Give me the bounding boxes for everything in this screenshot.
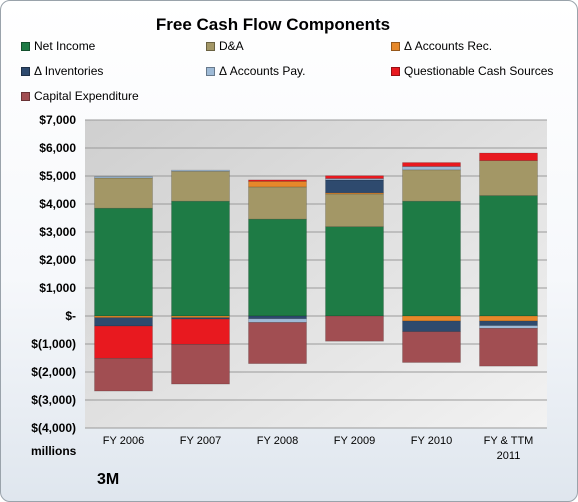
legend-swatch [391, 42, 400, 51]
bar-segment-net-income [171, 200, 230, 317]
bar-segment-accounts-rec [402, 315, 461, 322]
y-tick-label: $6,000 [39, 141, 76, 155]
y-tick-label: $(3,000) [31, 393, 76, 407]
legend-label: Net Income [34, 39, 96, 53]
bar-segment-d-a [479, 160, 538, 196]
bar-segment-questionable-cash-sources [402, 162, 461, 167]
legend-item-questionable-cash-sources: Questionable Cash Sources [391, 64, 553, 78]
bar-segment-d-a [94, 177, 153, 209]
y-tick-label: $5,000 [39, 169, 76, 183]
x-tick-label: FY 2007 [180, 435, 221, 447]
bar-segment-accounts-pay [479, 325, 538, 329]
legend-label: Capital Expenditure [34, 89, 139, 103]
legend-label: D&A [219, 39, 244, 53]
chart-title: Free Cash Flow Components [155, 15, 391, 34]
bar-segment-net-income [94, 207, 153, 317]
x-tick-label: FY 2010 [411, 435, 452, 447]
bar-segment-capital-expenditure [325, 315, 384, 342]
bar-segment-d-a [325, 193, 384, 227]
legend-swatch [21, 92, 30, 101]
y-axis-units-label: millions [31, 444, 77, 458]
bar-segment-questionable-cash-sources [325, 175, 384, 179]
bar-segment-net-income [479, 195, 538, 317]
bar-segment-d-a [171, 170, 230, 202]
x-tick-label: FY & TTM [484, 435, 534, 447]
bar-segment-net-income [248, 218, 307, 317]
bar-segment-accounts-pay [248, 318, 307, 323]
bar-segment-questionable-cash-sources [479, 152, 538, 161]
bar-segment-capital-expenditure [94, 357, 153, 392]
legend-label: Δ Accounts Rec. [404, 39, 493, 53]
bar-segment-capital-expenditure [171, 343, 230, 385]
y-tick-label: $1,000 [39, 281, 76, 295]
bar-segment-accounts-pay [402, 166, 461, 171]
bar-segment-capital-expenditure [479, 328, 538, 367]
bar-segment-capital-expenditure [248, 322, 307, 364]
legend-item-net-income: Net Income [21, 39, 95, 53]
y-tick-label: $(2,000) [31, 365, 76, 379]
plot-area [85, 120, 547, 428]
y-tick-label: $- [65, 309, 76, 323]
bar-segment-inventories [325, 179, 384, 194]
bar-segment-net-income [402, 200, 461, 317]
x-tick-label: FY 2009 [334, 435, 375, 447]
y-tick-label: $4,000 [39, 197, 76, 211]
bar-segment-accounts-rec [479, 315, 538, 322]
bar-segment-inventories [402, 320, 461, 332]
x-tick-label: FY 2008 [257, 435, 298, 447]
bar-segment-accounts-rec [248, 181, 307, 188]
y-tick-label: $(4,000) [31, 421, 76, 435]
legend-label: Questionable Cash Sources [404, 64, 554, 78]
legend-item-capital-expenditure: Capital Expenditure [21, 89, 139, 103]
legend-label: Δ Inventories [34, 64, 104, 78]
legend-swatch [206, 67, 215, 76]
x-tick-label-line2: 2011 [497, 450, 521, 462]
legend-label: Δ Accounts Pay. [219, 64, 306, 78]
bar-segment-inventories [94, 317, 153, 327]
bar-segment-questionable-cash-sources [171, 318, 230, 345]
legend-item-accounts-pay: Δ Accounts Pay. [206, 64, 306, 78]
y-tick-label: $7,000 [39, 113, 76, 127]
company-label: 3M [97, 471, 120, 488]
legend-item-inventories: Δ Inventories [21, 64, 103, 78]
bar-segment-capital-expenditure [402, 331, 461, 363]
y-tick-label: $3,000 [39, 225, 76, 239]
bar-segment-net-income [325, 226, 384, 317]
y-tick-label: $2,000 [39, 253, 76, 267]
y-tick-label: $(1,000) [31, 337, 76, 351]
legend-swatch [21, 42, 30, 51]
bar-segment-inventories [248, 315, 307, 320]
bar-segment-d-a [248, 186, 307, 220]
legend-swatch [21, 67, 30, 76]
legend-swatch [206, 42, 215, 51]
x-tick-label: FY 2006 [103, 435, 144, 447]
legend-item-accounts-rec: Δ Accounts Rec. [391, 39, 492, 53]
bar-segment-questionable-cash-sources [248, 179, 307, 182]
bar-segment-d-a [402, 169, 461, 202]
bar-segment-accounts-pay [94, 176, 153, 179]
legend-item-d-a: D&A [206, 39, 244, 53]
bar-segment-accounts-pay [171, 169, 230, 172]
legend-swatch [391, 67, 400, 76]
bar-segment-questionable-cash-sources [94, 325, 153, 359]
bar-segment-inventories [479, 320, 538, 326]
